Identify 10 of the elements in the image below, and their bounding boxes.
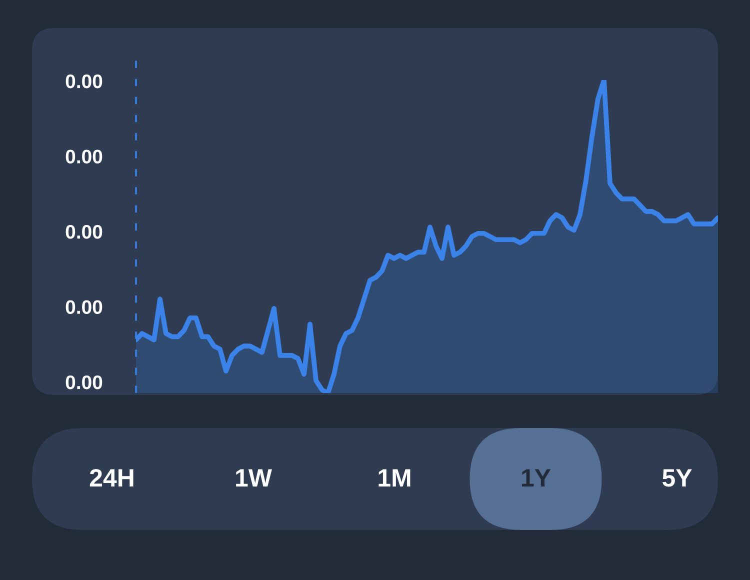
text: 0.00 (66, 74, 102, 88)
text: 24H (90, 469, 134, 486)
text: 0.00 (66, 375, 102, 390)
text: 5Y (662, 469, 692, 487)
text: 1M (378, 469, 410, 486)
text: 1Y (522, 469, 551, 486)
text: 0.00 (66, 150, 102, 164)
text: 0.00 (66, 300, 102, 314)
text: 0.00 (66, 224, 102, 239)
text: 1W (236, 469, 272, 486)
